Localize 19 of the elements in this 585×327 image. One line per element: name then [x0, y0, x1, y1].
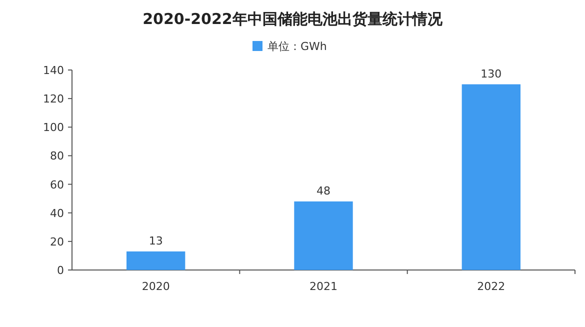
y-tick-label: 0 — [57, 264, 64, 277]
bar — [294, 201, 353, 270]
bar — [462, 84, 521, 270]
y-tick-label: 120 — [43, 92, 64, 106]
y-tick-label: 100 — [43, 121, 64, 134]
x-tick-label: 2021 — [310, 280, 338, 293]
y-tick-label: 60 — [50, 178, 64, 192]
bar — [126, 251, 186, 270]
y-tick-label: 80 — [50, 150, 64, 163]
x-tick-label: 2022 — [477, 280, 506, 293]
legend-label: 单位：GWh — [268, 40, 327, 53]
data-label: 130 — [480, 67, 502, 80]
y-tick-label: 140 — [43, 64, 64, 77]
y-tick-label: 40 — [50, 206, 64, 220]
data-label: 13 — [148, 234, 163, 248]
chart-title: 2020-2022年中国储能电池出货量统计情况 — [142, 10, 444, 28]
x-tick-label: 2020 — [142, 280, 170, 293]
y-tick-label: 20 — [50, 235, 64, 248]
data-label: 48 — [316, 184, 330, 198]
